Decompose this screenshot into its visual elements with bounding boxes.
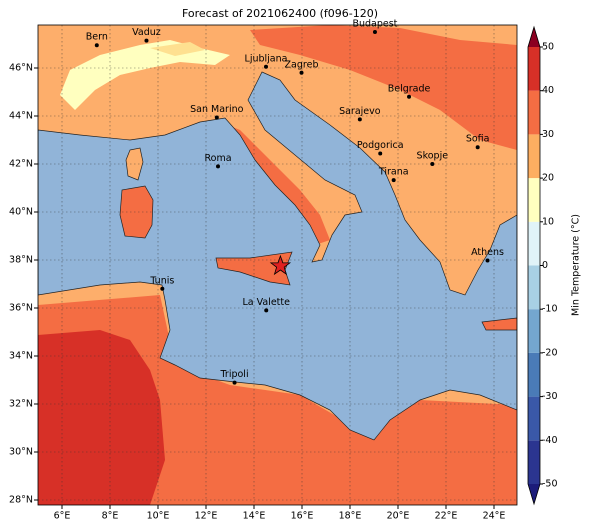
colorbar-band	[528, 221, 540, 266]
colorbar-band	[528, 265, 540, 310]
x-tick-label: 20°E	[387, 511, 410, 522]
title: Forecast of 2021062400 (f096-120)	[182, 7, 378, 20]
colorbar-label: Min Temperature (°C)	[571, 214, 582, 316]
city-dot	[378, 151, 383, 156]
colorbar-band	[528, 309, 540, 353]
y-tick-label: 38°N	[9, 255, 33, 266]
city-dot	[372, 30, 377, 34]
city-dot	[430, 162, 435, 166]
city-label: Athens	[471, 247, 504, 258]
x-tick-label: 12°E	[195, 511, 218, 522]
warm-zone	[250, 25, 517, 150]
y-tick-label: 36°N	[9, 303, 33, 314]
cool-zone	[60, 40, 230, 110]
y-tick-label: 32°N	[9, 399, 33, 410]
city-dot	[357, 117, 362, 122]
city-dot	[391, 178, 396, 183]
colorbar-tick-label: -40	[542, 435, 558, 446]
city-label: Tunis	[149, 275, 174, 286]
colorbar-tick-label: 0	[542, 260, 548, 271]
city-dot	[214, 115, 219, 120]
colorbar-tick-label: -20	[542, 347, 558, 358]
city-dot	[216, 164, 220, 169]
city-label: Budapest	[352, 19, 397, 30]
x-tick-label: 22°E	[435, 511, 458, 522]
city-dot	[485, 258, 490, 263]
city-label: Sofia	[466, 134, 490, 145]
x-tick-label: 16°E	[291, 511, 314, 522]
colorbar-tick-label: 40	[542, 85, 554, 96]
island	[119, 185, 154, 239]
x-tick-label: 8°E	[102, 511, 119, 522]
colorbar-over	[528, 27, 540, 47]
x-tick-label: 6°E	[54, 511, 71, 522]
colorbar: -50 -40 -30 -20 -10 0 10 20 30 40 50	[527, 25, 558, 506]
event-star	[269, 254, 292, 276]
x-tick-label: 18°E	[339, 511, 362, 522]
hot-zone	[38, 330, 165, 505]
city-label: Skopje	[417, 151, 449, 162]
colorbar-band	[528, 90, 540, 135]
y-tick-label: 44°N	[9, 111, 33, 122]
colorbar-under	[528, 484, 540, 504]
map-area	[38, 25, 517, 505]
city-dot	[407, 94, 412, 99]
graticule	[38, 25, 517, 505]
city-label: Bern	[86, 32, 108, 43]
city-dot	[475, 145, 480, 150]
y-tick-label: 28°N	[9, 495, 33, 506]
city-dot	[232, 380, 237, 385]
city-dot	[264, 308, 269, 313]
colorbar-band	[528, 396, 540, 441]
colorbar-tick-label: 20	[542, 173, 554, 184]
y-tick-label: 46°N	[9, 63, 33, 74]
city-label: Roma	[204, 153, 231, 164]
city-dot	[94, 43, 99, 48]
y-tick-label: 42°N	[9, 159, 33, 170]
colorbar-band	[528, 47, 540, 91]
x-tick-label: 14°E	[243, 511, 266, 522]
colorbar-band	[528, 178, 540, 222]
city-label: La Valette	[242, 297, 290, 308]
y-tick-label: 40°N	[9, 207, 33, 218]
colorbar-tick-label: -50	[542, 479, 558, 490]
city-label: Sarajevo	[339, 106, 381, 117]
city-dot	[299, 70, 304, 75]
cool-zone	[150, 42, 205, 56]
colorbar-tick-label: 10	[542, 216, 554, 227]
colorbar-band	[528, 352, 540, 397]
city-dot	[160, 286, 165, 291]
map-frame	[37, 24, 518, 506]
city-label: Ljubljana	[245, 53, 288, 64]
y-tick-label: 34°N	[9, 351, 33, 362]
y-tick-label: 30°N	[9, 447, 33, 458]
x-tick-label: 24°E	[483, 511, 506, 522]
city-label: Tirana	[378, 167, 409, 178]
city-label: Vaduz	[132, 27, 161, 38]
colorbar-tick-label: -30	[542, 391, 558, 402]
colorbar-tick-label: 30	[542, 129, 554, 140]
city-label: Belgrade	[388, 83, 431, 94]
city-label: Zagreb	[285, 59, 319, 70]
x-tick-label: 10°E	[147, 511, 170, 522]
colorbar-tick-label: 50	[542, 42, 554, 53]
city-label: San Marino	[190, 104, 243, 115]
island	[481, 317, 517, 331]
city-dot	[264, 64, 268, 69]
city-dot	[144, 38, 149, 43]
colorbar-band	[528, 440, 540, 484]
city-label: Podgorica	[357, 140, 404, 151]
colorbar-tick-label: -10	[542, 304, 558, 315]
colorbar-band	[528, 134, 540, 179]
city-label: Tripoli	[220, 369, 249, 380]
